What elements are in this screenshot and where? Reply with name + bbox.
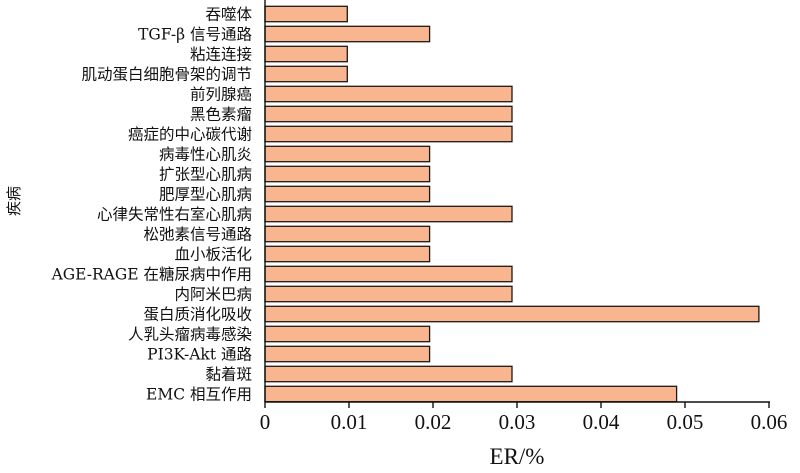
x-tick-label-6: 0.06 bbox=[751, 410, 788, 434]
y-axis-title: 疾病 bbox=[5, 186, 23, 216]
bar-0 bbox=[264, 5, 348, 23]
bar-15 bbox=[264, 305, 760, 323]
bar-16 bbox=[264, 325, 431, 343]
x-axis-title: ER/% bbox=[490, 444, 545, 469]
x-tick-label-0: 0 bbox=[260, 410, 271, 434]
category-label-12: 血小板活化 bbox=[174, 246, 252, 264]
category-label-6: 癌症的中心碳代谢 bbox=[128, 126, 252, 144]
category-label-18: 黏着斑 bbox=[205, 366, 252, 384]
bar-8 bbox=[264, 165, 431, 183]
bar-18 bbox=[264, 365, 513, 383]
x-tick-label-5: 0.05 bbox=[667, 410, 704, 434]
bar-3 bbox=[264, 65, 348, 83]
x-tick-label-2: 0.02 bbox=[415, 410, 452, 434]
bar-9 bbox=[264, 185, 431, 203]
bar-17 bbox=[264, 345, 431, 363]
category-label-0: 吞噬体 bbox=[205, 6, 252, 24]
category-label-10: 心律失常性右室心肌病 bbox=[97, 206, 252, 224]
bar-2 bbox=[264, 45, 348, 63]
bar-1 bbox=[264, 25, 431, 43]
category-label-14: 内阿米巴病 bbox=[174, 286, 252, 304]
bar-19 bbox=[264, 385, 678, 403]
category-label-4: 前列腺癌 bbox=[190, 86, 252, 104]
x-tick-label-3: 0.03 bbox=[499, 410, 536, 434]
category-label-8: 扩张型心肌病 bbox=[159, 166, 252, 184]
category-label-11: 松弛素信号通路 bbox=[143, 226, 252, 244]
category-label-1: TGF-β 信号通路 bbox=[138, 26, 252, 44]
category-label-5: 黑色素瘤 bbox=[190, 106, 252, 124]
bar-4 bbox=[264, 85, 513, 103]
bar-13 bbox=[264, 265, 513, 283]
bar-7 bbox=[264, 145, 431, 163]
category-label-15: 蛋白质消化吸收 bbox=[143, 306, 252, 324]
category-label-19: EMC 相互作用 bbox=[146, 386, 252, 404]
category-label-3: 肌动蛋白细胞骨架的调节 bbox=[81, 66, 252, 84]
bar-14 bbox=[264, 285, 513, 303]
x-tick-label-4: 0.04 bbox=[583, 410, 620, 434]
bar-10 bbox=[264, 205, 513, 223]
category-label-9: 肥厚型心肌病 bbox=[159, 186, 252, 204]
bars-group bbox=[264, 5, 760, 403]
category-label-13: AGE-RAGE 在糖尿病中作用 bbox=[51, 266, 252, 284]
category-label-17: PI3K-Akt 通路 bbox=[147, 346, 252, 364]
category-label-2: 粘连连接 bbox=[190, 46, 252, 64]
bar-6 bbox=[264, 125, 513, 143]
bar-5 bbox=[264, 105, 513, 123]
x-tick-label-1: 0.01 bbox=[331, 410, 368, 434]
bar-12 bbox=[264, 245, 431, 263]
category-label-16: 人乳头瘤病毒感染 bbox=[128, 326, 252, 344]
category-labels: 吞噬体 TGF-β 信号通路粘连连接肌动蛋白细胞骨架的调节前列腺癌黑色素瘤癌症的中… bbox=[51, 6, 253, 404]
category-label-7: 病毒性心肌炎 bbox=[159, 146, 252, 164]
x-ticks: 0 0.01 0.02 0.03 0.04 0.05 0.06 bbox=[260, 402, 788, 434]
bar-11 bbox=[264, 225, 431, 243]
